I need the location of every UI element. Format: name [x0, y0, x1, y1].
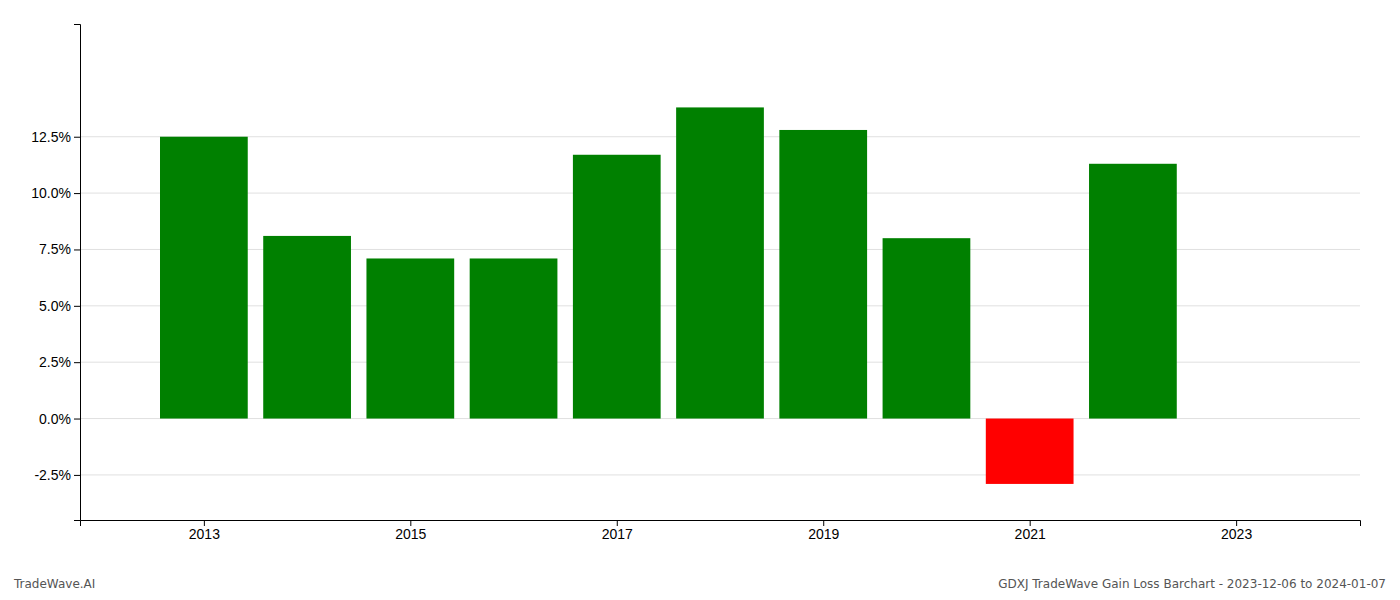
footer-text: GDXJ TradeWave Gain Loss Barchart - 2023…: [998, 577, 1386, 591]
y-tick-label: 12.5%: [31, 129, 71, 145]
chart-canvas: 2013 2015 2017 2019 2021 2023 -2.5% 0.0% 2.5% 5.0…: [0, 0, 1400, 600]
bar: [883, 238, 971, 418]
x-tick-label: 2015: [395, 526, 426, 542]
y-tick-mark: [74, 249, 80, 250]
y-axis: -2.5% 0.0% 2.5% 5.0% 7.5% 10.0% 12.5%: [31, 25, 80, 521]
y-tick-label: 5.0%: [39, 298, 71, 314]
y-tick-mark: [74, 475, 80, 476]
bars: [160, 107, 1177, 484]
y-tick-mark: [74, 362, 80, 363]
bar: [263, 236, 351, 419]
y-tick: 0.0%: [39, 411, 80, 427]
x-tick-label: 2017: [602, 526, 633, 542]
y-tick-label: 2.5%: [39, 354, 71, 370]
x-tick: 2015: [395, 520, 426, 542]
y-tick-mark: [74, 419, 80, 420]
grid-line: [80, 474, 1360, 475]
y-tick-mark: [74, 193, 80, 194]
bar: [1089, 164, 1177, 419]
x-tick-label: 2019: [808, 526, 839, 542]
y-tick-label: 7.5%: [39, 241, 71, 257]
x-axis: 2013 2015 2017 2019 2021 2023: [81, 520, 1361, 542]
bar: [779, 130, 867, 419]
y-tick: -2.5%: [34, 467, 80, 483]
bar: [573, 155, 661, 419]
y-tick-mark: [74, 306, 80, 307]
x-axis-line: [81, 521, 1361, 527]
y-axis-line: [74, 25, 81, 521]
footer-text: TradeWave.AI: [13, 577, 95, 591]
bar: [676, 107, 764, 418]
x-tick-label: 2013: [189, 526, 220, 542]
bar: [366, 258, 454, 418]
x-tick: 2013: [189, 520, 220, 542]
y-tick: 10.0%: [31, 185, 80, 201]
y-tick: 7.5%: [39, 241, 80, 257]
y-tick-label: 10.0%: [31, 185, 71, 201]
x-tick: 2021: [1015, 520, 1046, 542]
bar: [160, 137, 248, 419]
bar: [470, 258, 558, 418]
y-tick-mark: [74, 137, 80, 138]
y-tick: 5.0%: [39, 298, 80, 314]
x-tick-label: 2023: [1221, 526, 1252, 542]
bar: [986, 419, 1074, 484]
y-tick-label: 0.0%: [39, 411, 71, 427]
y-tick: 2.5%: [39, 354, 80, 370]
x-tick: 2023: [1221, 520, 1252, 542]
x-tick: 2019: [808, 520, 839, 542]
x-tick-label: 2021: [1015, 526, 1046, 542]
y-tick-label: -2.5%: [34, 467, 71, 483]
y-tick: 12.5%: [31, 129, 80, 145]
x-tick: 2017: [602, 520, 633, 542]
